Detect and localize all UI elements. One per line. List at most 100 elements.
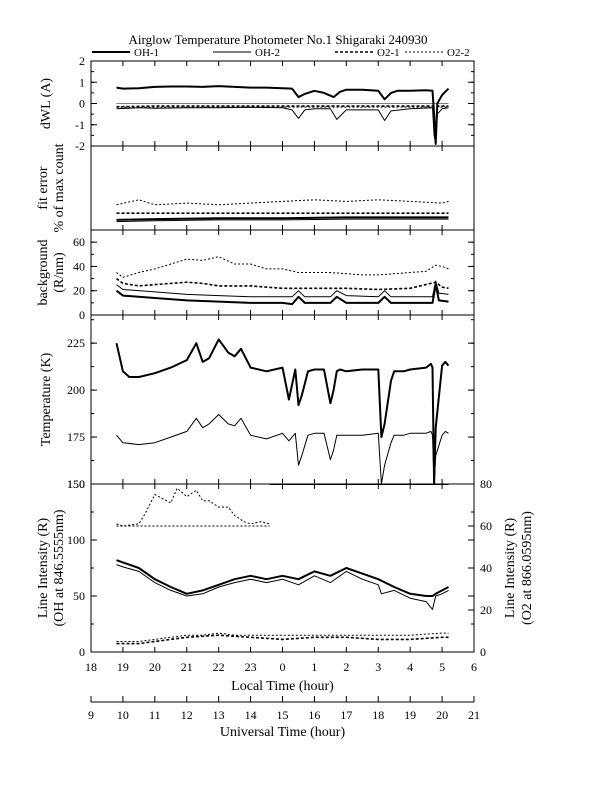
y2-axis-label: (O2 at 866.0595nm): [520, 511, 535, 625]
y-tick-label: 225: [67, 336, 85, 350]
series-o2-2: [116, 199, 449, 206]
legend-item-oh-1: OH-1: [92, 47, 159, 59]
panel-fit-error: fit error% of max count: [36, 143, 475, 233]
y-tick-label: 150: [67, 477, 85, 491]
x-tick-label: 21: [181, 660, 193, 674]
y-axis-label: background: [36, 239, 51, 305]
x-tick-label: 23: [245, 660, 257, 674]
chart-title: Airglow Temperature Photometer No.1 Shig…: [129, 32, 428, 47]
x-tick-label: 19: [117, 660, 129, 674]
y-axis-label: (R/nm): [52, 252, 67, 293]
panel-frame: [90, 483, 475, 653]
ut-axis-label: Universal Time (hour): [220, 725, 346, 740]
series-group: [115, 256, 449, 306]
y-tick-label: -2: [75, 139, 85, 153]
series-oh-2: [116, 564, 449, 610]
series-oh-2: [116, 414, 449, 484]
x-tick-label: 4: [407, 660, 413, 674]
series-oh-1: [116, 559, 449, 597]
ut-tick-label: 17: [340, 708, 352, 722]
ut-tick-label: 9: [88, 708, 94, 722]
series-o2-2-upper: [116, 487, 270, 527]
legend-item-oh-2: OH-2: [213, 47, 280, 59]
y-axis-label: dWL (A): [39, 78, 54, 130]
legend-item-o2-2: O2-2: [405, 47, 470, 59]
ut-tick-label: 18: [372, 708, 384, 722]
y2-tick-label: 20: [480, 603, 492, 617]
y-tick-label: 200: [67, 383, 85, 397]
x-tick-label: 3: [375, 660, 381, 674]
y-tick-label: 150: [67, 477, 85, 491]
series-o2-1: [116, 634, 449, 645]
y2-tick-label: 40: [480, 561, 492, 575]
legend: OH-1 OH-2 O2-1 O2-2: [92, 47, 470, 59]
y-tick-label: 60: [73, 235, 85, 249]
y-tick-label: 40: [73, 259, 85, 273]
ut-tick-label: 14: [245, 708, 257, 722]
series-oh-1: [115, 338, 450, 484]
y2-axis-label: Line Intensity (R): [503, 518, 518, 619]
y-tick-label: 175: [67, 430, 85, 444]
universal-time-axis: 9 10 11 12 13 14 15 16 17 18 19 20 21 Universal Time …: [88, 696, 480, 740]
ut-tick-label: 12: [181, 708, 193, 722]
y-tick-label: 2: [79, 54, 85, 68]
series-group: [115, 338, 450, 484]
series-oh-1: [116, 216, 449, 221]
ut-tick-label: 20: [436, 708, 448, 722]
y-axis-label: Line Intensity (R): [36, 518, 51, 619]
x-tick-label: 5: [439, 660, 445, 674]
x-tick-label: 20: [149, 660, 161, 674]
legend-label: OH-1: [134, 47, 159, 59]
y2-tick-label: 60: [480, 519, 492, 533]
x-tick-label: 18: [85, 660, 97, 674]
panel-dwl: -2 -1 0 1 2 dWL (A): [39, 54, 475, 153]
legend-label: O2-1: [377, 47, 400, 59]
series-oh-2: [116, 106, 449, 145]
series-group: [116, 484, 449, 645]
series-oh-2: [116, 280, 449, 298]
y-axis-label: Temperature (K): [39, 352, 54, 446]
x-tick-label: 1: [311, 660, 317, 674]
y-axis-label: fit error: [36, 166, 51, 209]
y-tick-label: 100: [67, 533, 85, 547]
chart-panels: -2 -1 0 1 2 dWL (A) fit error% of max count 0 20…: [36, 54, 535, 659]
series-o2-1: [116, 277, 449, 291]
x-tick-label: 22: [213, 660, 225, 674]
ut-tick-label: 16: [308, 708, 320, 722]
y-tick-label: 1: [79, 75, 85, 89]
ut-tick-label: 19: [404, 708, 416, 722]
series-oh-2: [116, 218, 449, 223]
legend-label: O2-2: [447, 47, 470, 59]
panel-temperature: 150 175 200 225 Temperature (K): [39, 314, 475, 491]
panel-background: 0 20 40 60 background (R/nm): [36, 229, 475, 322]
x-tick-label: 2: [343, 660, 349, 674]
series-o2-1: [116, 105, 449, 108]
y-tick-label: 0: [79, 308, 85, 322]
series-oh-1: [115, 283, 449, 306]
legend-label: OH-2: [255, 47, 280, 59]
ut-tick-label: 15: [277, 708, 289, 722]
y-tick-label: 20: [73, 284, 85, 298]
x-tick-label: 6: [471, 660, 477, 674]
ut-tick-label: 11: [149, 708, 161, 722]
y-tick-label: 50: [73, 589, 85, 603]
ut-tick-label: 13: [213, 708, 225, 722]
series-group: [116, 199, 449, 223]
x-tick-label: 0: [280, 660, 286, 674]
panel-frame: [90, 314, 475, 485]
y-tick-label: 0: [79, 97, 85, 111]
y-tick-label: 0: [79, 645, 85, 659]
y2-tick-label: 80: [480, 477, 492, 491]
series-o2-2: [116, 256, 449, 278]
y2-tick-label: 0: [480, 645, 486, 659]
ut-tick-label: 10: [117, 708, 129, 722]
x-axis-label: Local Time (hour): [231, 679, 334, 694]
y-axis-label: (OH at 846.5555nm): [52, 509, 67, 626]
y-axis-label: % of max count: [52, 143, 67, 232]
series-group: [116, 85, 450, 145]
series-oh-1: [116, 85, 450, 145]
ut-tick-label: 21: [468, 708, 480, 722]
